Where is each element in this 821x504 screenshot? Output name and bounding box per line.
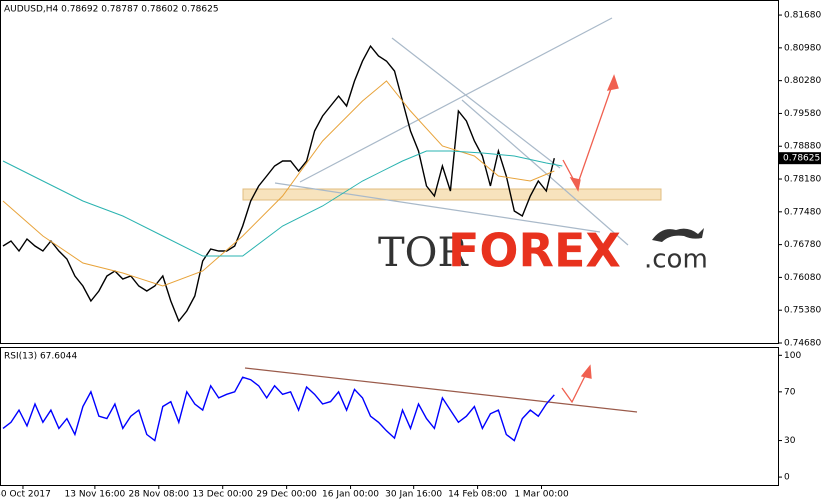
rsi-title: RSI(13) 67.6044 [4,352,77,362]
x-tick-label: 16 Jan 00:00 [322,490,379,500]
series-line [2,376,555,442]
series-line [2,44,555,323]
rsi-frame [0,347,779,486]
trend-line [391,37,561,169]
x-tick-label: 14 Feb 08:00 [448,490,507,500]
x-tick-label: 28 Nov 08:00 [128,490,189,500]
y-tick-label: 70 [784,387,796,397]
price-frame [0,0,779,344]
trend-line [274,182,601,233]
y-tick-label: 30 [784,436,796,446]
arrowhead [569,177,581,192]
y-tick-label: 0.74680 [784,339,821,349]
logo-com: .com [644,245,708,275]
series-line [2,80,555,287]
y-tick-label: 0 [784,473,790,483]
trend-line [461,99,629,246]
trend-line [299,17,613,183]
y-tick-label: 0.76080 [784,273,821,283]
logo-bull [652,228,704,242]
y-tick-label: 100 [784,351,801,361]
logo-forex: FOREX [448,224,621,278]
y-tick-label: 0.80980 [784,43,821,53]
rsi-trend-line [244,367,638,413]
logo-tor: TOR [378,230,469,276]
chart-title: AUDUSD,H4 0.78692 0.78787 0.78602 0.7862… [4,5,219,15]
y-tick-label: 0.78880 [784,142,821,152]
y-tick-label: 0.78180 [784,175,821,185]
forecast-arrows [561,74,619,404]
last-price-box [779,152,821,165]
x-tick-label: 29 Dec 00:00 [256,490,317,500]
trend-lines [274,17,629,246]
x-tick-label: 30 Jan 16:00 [385,490,442,500]
x-tick-label: 30 Oct 2017 [0,490,51,500]
y-tick-label: 0.76780 [784,240,821,250]
series-line [2,150,563,257]
arrowhead [580,364,592,379]
x-tick-label: 1 Mar 00:00 [514,490,569,500]
y-tick-label: 0.77480 [784,207,821,217]
y-tick-label: 0.81680 [784,11,821,21]
logo: TOR FOREX .com [378,224,708,278]
x-tick-label: 13 Nov 16:00 [65,490,126,500]
x-tick-label: 13 Dec 00:00 [192,490,253,500]
y-tick-label: 0.79580 [784,109,821,119]
arrow [561,369,589,404]
y-tick-label: 0.80280 [784,76,821,86]
last-price-label: 0.78625 [783,154,820,164]
y-tick-label: 0.75380 [784,306,821,316]
arrowhead [606,74,619,91]
support-zone [242,188,662,201]
